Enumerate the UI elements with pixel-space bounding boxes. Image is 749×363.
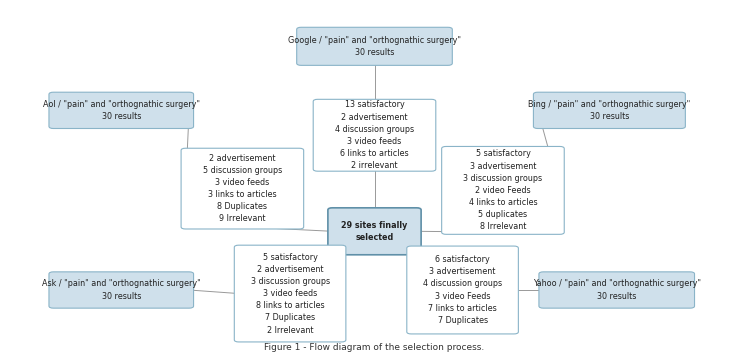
Text: Yahoo / "pain" and "orthognathic surgery"
30 results: Yahoo / "pain" and "orthognathic surgery… [533,280,701,301]
Text: 5 satisfactory
2 advertisement
3 discussion groups
3 video feeds
8 links to arti: 5 satisfactory 2 advertisement 3 discuss… [250,253,330,335]
FancyBboxPatch shape [539,272,694,308]
FancyBboxPatch shape [234,245,346,342]
FancyBboxPatch shape [533,92,685,129]
FancyBboxPatch shape [49,272,193,308]
FancyBboxPatch shape [328,208,421,255]
Text: Bing / "pain" and "orthognathic surgery"
30 results: Bing / "pain" and "orthognathic surgery"… [528,100,691,121]
Text: Ask / "pain" and "orthognathic surgery"
30 results: Ask / "pain" and "orthognathic surgery" … [42,280,201,301]
FancyBboxPatch shape [442,146,564,234]
Text: Aol / "pain" and "orthognathic surgery"
30 results: Aol / "pain" and "orthognathic surgery" … [43,100,200,121]
Text: Figure 1 - Flow diagram of the selection process.: Figure 1 - Flow diagram of the selection… [264,343,485,352]
Text: 29 sites finally
selected: 29 sites finally selected [342,221,407,242]
Text: 5 satisfactory
3 advertisement
3 discussion groups
2 video Feeds
4 links to arti: 5 satisfactory 3 advertisement 3 discuss… [464,150,542,231]
Text: Google / "pain" and "orthognathic surgery"
30 results: Google / "pain" and "orthognathic surger… [288,36,461,57]
Text: 13 satisfactory
2 advertisement
4 discussion groups
3 video feeds
6 links to art: 13 satisfactory 2 advertisement 4 discus… [335,101,414,170]
FancyBboxPatch shape [297,27,452,65]
FancyBboxPatch shape [49,92,193,129]
FancyBboxPatch shape [313,99,436,171]
Text: 6 satisfactory
3 advertisement
4 discussion groups
3 video Feeds
7 links to arti: 6 satisfactory 3 advertisement 4 discuss… [423,255,502,325]
FancyBboxPatch shape [407,246,518,334]
Text: 2 advertisement
5 discussion groups
3 video feeds
3 links to articles
8 Duplicat: 2 advertisement 5 discussion groups 3 vi… [203,154,282,224]
FancyBboxPatch shape [181,148,303,229]
